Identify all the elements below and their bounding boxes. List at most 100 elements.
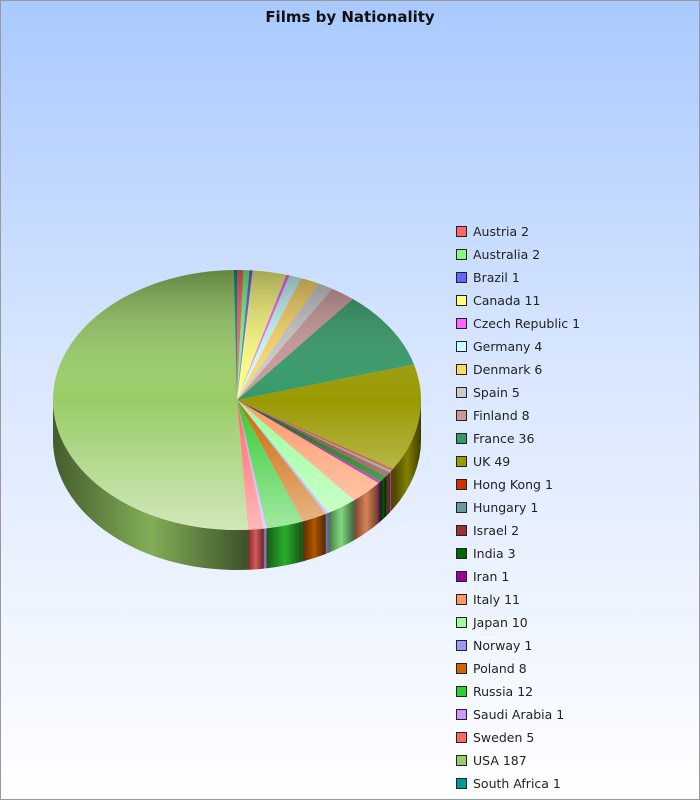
legend-item[interactable]: Denmark 6 xyxy=(456,358,580,381)
legend-item[interactable]: South Africa 1 xyxy=(456,772,580,795)
legend-label: Israel 2 xyxy=(473,523,519,538)
legend-label: Canada 11 xyxy=(473,293,540,308)
legend-label-name: India xyxy=(473,546,504,561)
legend-swatch xyxy=(456,548,467,559)
legend-label: Spain 5 xyxy=(473,385,520,400)
legend-label: Norway 1 xyxy=(473,638,532,653)
legend-swatch xyxy=(456,249,467,260)
legend-item[interactable]: Hungary 1 xyxy=(456,496,580,519)
slice-side-shade xyxy=(354,483,379,541)
legend-label-value: 12 xyxy=(513,684,534,699)
legend-label: Czech Republic 1 xyxy=(473,316,580,331)
legend-item[interactable]: Iran 1 xyxy=(456,565,580,588)
legend-swatch xyxy=(456,226,467,237)
legend-swatch xyxy=(456,318,467,329)
legend-item[interactable]: France 36 xyxy=(456,427,580,450)
legend-label-value: 2 xyxy=(528,247,541,262)
legend-item[interactable]: Norway 1 xyxy=(456,634,580,657)
slice-side-shade xyxy=(386,472,390,517)
slice-side-shade xyxy=(302,513,326,562)
legend-label: Iran 1 xyxy=(473,569,509,584)
legend-label-name: UK xyxy=(473,454,491,469)
legend-label: Germany 4 xyxy=(473,339,542,354)
legend-swatch xyxy=(456,433,467,444)
legend-item[interactable]: Germany 4 xyxy=(456,335,580,358)
legend-label-value: 5 xyxy=(507,385,520,400)
legend-item[interactable]: Austria 2 xyxy=(456,220,580,243)
slice-side-shade xyxy=(325,512,329,554)
legend-label: Italy 11 xyxy=(473,592,520,607)
legend-item[interactable]: Brazil 1 xyxy=(456,266,580,289)
legend-label-name: Finland xyxy=(473,408,518,423)
legend-label-value: 11 xyxy=(500,592,521,607)
legend-swatch xyxy=(456,709,467,720)
legend-item[interactable]: Russia 12 xyxy=(456,680,580,703)
legend-label-value: 1 xyxy=(507,270,520,285)
legend-label-name: Hungary xyxy=(473,500,527,515)
legend-swatch xyxy=(456,778,467,789)
chart-title: Films by Nationality xyxy=(265,8,435,26)
slice-side-shade xyxy=(389,470,392,513)
legend-label-name: Denmark xyxy=(473,362,531,377)
legend-item[interactable]: UK 49 xyxy=(456,450,580,473)
legend-label-name: USA xyxy=(473,753,499,768)
legend-item[interactable]: USA 187 xyxy=(456,749,580,772)
legend-label-value: 1 xyxy=(520,638,533,653)
legend: Austria 2 Australia 2 Brazil 1 Canada 11 Cze… xyxy=(456,220,580,795)
legend-label: Denmark 6 xyxy=(473,362,542,377)
legend-item[interactable]: Czech Republic 1 xyxy=(456,312,580,335)
legend-swatch xyxy=(456,502,467,513)
legend-label-value: 5 xyxy=(522,730,535,745)
legend-label-value: 8 xyxy=(517,408,530,423)
legend-label-value: 1 xyxy=(548,776,561,791)
legend-label-value: 1 xyxy=(540,477,553,492)
legend-label: Sweden 5 xyxy=(473,730,534,745)
legend-item[interactable]: Finland 8 xyxy=(456,404,580,427)
slice-side-shade xyxy=(391,468,394,511)
legend-item[interactable]: Israel 2 xyxy=(456,519,580,542)
legend-label-name: Sweden xyxy=(473,730,523,745)
legend-label-value: 11 xyxy=(520,293,541,308)
legend-label-name: Germany xyxy=(473,339,531,354)
legend-label-value: 1 xyxy=(497,569,510,584)
legend-item[interactable]: India 3 xyxy=(456,542,580,565)
legend-item[interactable]: Canada 11 xyxy=(456,289,580,312)
legend-item[interactable]: Saudi Arabia 1 xyxy=(456,703,580,726)
slice-side-shade xyxy=(328,500,355,553)
legend-label-value: 1 xyxy=(568,316,581,331)
legend-label-value: 8 xyxy=(514,661,527,676)
pie-shading xyxy=(53,270,421,530)
legend-swatch xyxy=(456,272,467,283)
legend-label-name: Canada xyxy=(473,293,521,308)
legend-item[interactable]: Spain 5 xyxy=(456,381,580,404)
legend-label-value: 1 xyxy=(526,500,539,515)
legend-item[interactable]: Italy 11 xyxy=(456,588,580,611)
legend-item[interactable]: Sweden 5 xyxy=(456,726,580,749)
legend-label: Saudi Arabia 1 xyxy=(473,707,564,722)
legend-label-value: 49 xyxy=(490,454,511,469)
legend-swatch xyxy=(456,732,467,743)
legend-label: Poland 8 xyxy=(473,661,527,676)
legend-swatch xyxy=(456,594,467,605)
legend-label-value: 1 xyxy=(552,707,565,722)
legend-label-name: Norway xyxy=(473,638,521,653)
legend-swatch xyxy=(456,456,467,467)
legend-swatch xyxy=(456,387,467,398)
legend-item[interactable]: Hong Kong 1 xyxy=(456,473,580,496)
legend-swatch xyxy=(456,640,467,651)
legend-swatch xyxy=(456,410,467,421)
slice-side-shade xyxy=(247,528,264,570)
legend-label-name: Spain xyxy=(473,385,508,400)
legend-label: Finland 8 xyxy=(473,408,530,423)
legend-label-name: France xyxy=(473,431,515,446)
legend-label: Hong Kong 1 xyxy=(473,477,553,492)
legend-item[interactable]: Australia 2 xyxy=(456,243,580,266)
legend-item[interactable]: Japan 10 xyxy=(456,611,580,634)
legend-item[interactable]: Poland 8 xyxy=(456,657,580,680)
legend-label-name: Saudi Arabia xyxy=(473,707,553,722)
legend-swatch xyxy=(456,479,467,490)
legend-label-value: 187 xyxy=(498,753,527,768)
legend-label: Hungary 1 xyxy=(473,500,538,515)
legend-swatch xyxy=(456,755,467,766)
legend-swatch xyxy=(456,364,467,375)
